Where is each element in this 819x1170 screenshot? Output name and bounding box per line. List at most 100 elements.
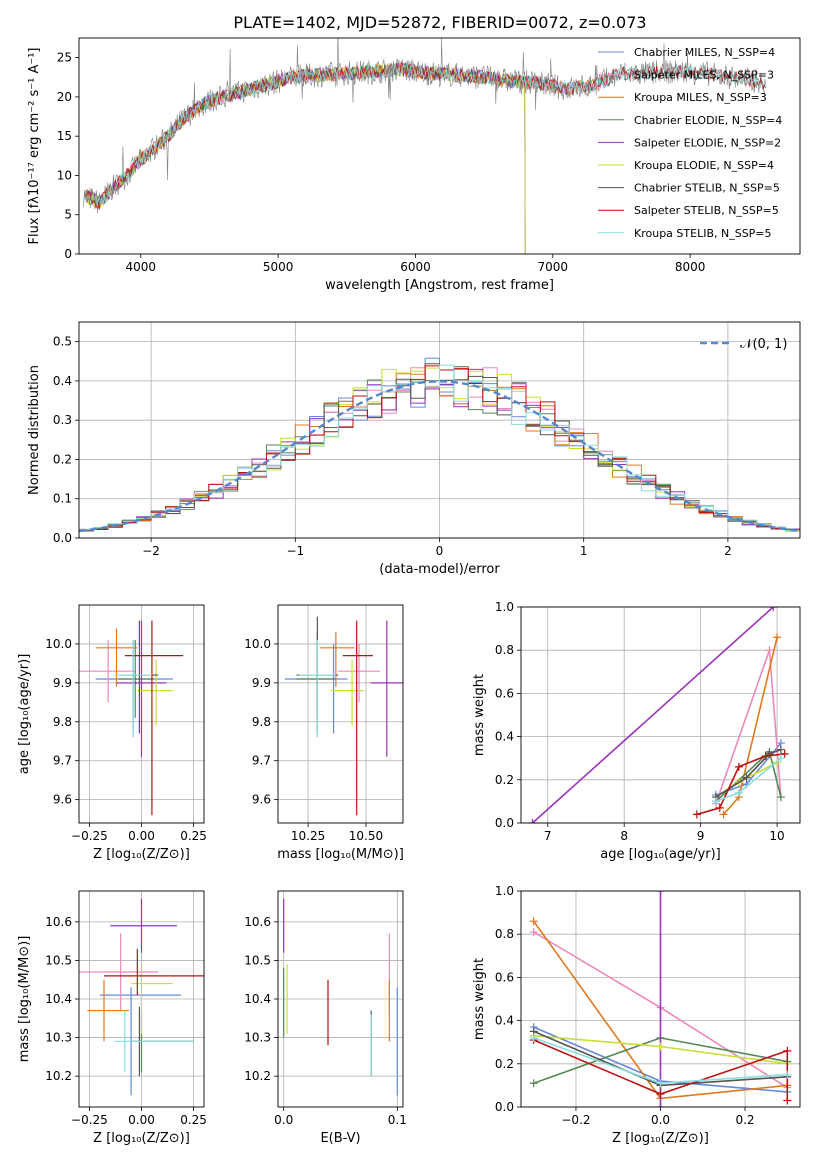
y-tick-label: 25 — [57, 51, 72, 65]
y-tick-label: 9.7 — [252, 754, 271, 768]
x-tick-label: 0.25 — [180, 1113, 207, 1127]
weight-marker-kroupa-stelib — [776, 754, 785, 763]
x-tick-label: 7000 — [538, 260, 569, 274]
figure-title: PLATE=1402, MJD=52872, FIBERID=0072, z=0… — [233, 13, 646, 32]
weight-marker-salpeter-miles — [529, 928, 538, 937]
x-axis-label: E(B-V) — [320, 1131, 360, 1146]
legend-label: Chabrier STELIB, N_SSP=5 — [634, 182, 780, 195]
y-axis-label: mass weight — [472, 674, 487, 756]
y-tick-label: 0.2 — [495, 773, 514, 787]
y-tick-label: 0 — [64, 247, 72, 261]
x-tick-label: 8000 — [675, 260, 706, 274]
error-bars — [284, 616, 403, 816]
x-tick-label: 0.1 — [388, 1113, 407, 1127]
weight-marker-chabrier-stelib — [776, 745, 785, 754]
y-tick-label: 5 — [64, 208, 72, 222]
x-tick-label: −1 — [286, 544, 304, 558]
weight-marker-salpeter-elodie — [528, 819, 537, 823]
x-tick-label: 7 — [544, 829, 552, 843]
normal-distribution-curve — [79, 380, 800, 533]
y-tick-label: 0.4 — [53, 374, 72, 388]
model-spectrum-line-kroupa-stelib — [85, 62, 767, 206]
y-axis-label: Normed distribution — [27, 365, 42, 495]
axes-frame — [78, 321, 801, 539]
legend-label: Kroupa MILES, N_SSP=3 — [634, 91, 767, 104]
x-tick-label: 5000 — [263, 260, 294, 274]
y-tick-label: 0.2 — [53, 452, 72, 466]
x-tick-label: 0.0 — [651, 1113, 670, 1127]
weight-lines — [528, 607, 789, 823]
x-tick-label: 0.00 — [128, 1113, 155, 1127]
y-tick-label: 9.8 — [252, 715, 271, 729]
x-tick-label: 0.25 — [180, 829, 207, 843]
x-axis-label: Z [log₁₀(Z/Z⊙)] — [93, 847, 190, 862]
y-tick-label: 10.2 — [45, 1069, 72, 1083]
weight-lines — [529, 891, 792, 1107]
weight-marker-salpeter-stelib — [656, 1090, 665, 1099]
weight-marker-kroupa-miles — [529, 917, 538, 926]
y-tick-label: 0.0 — [495, 1100, 514, 1114]
y-tick-label: 0.6 — [495, 970, 514, 984]
mass-vs-ebv-panel: 0.0 0.1 10.2 10.3 10.4 10.5 10.6 E(B-V) — [244, 890, 407, 1146]
y-tick-label: 1.0 — [495, 600, 514, 614]
weight-marker-salpeter-elodie — [769, 607, 778, 611]
model-spectrum-line-salpeter-elodie — [85, 62, 526, 254]
y-axis-label: mass [log₁₀(M/M⊙)] — [17, 936, 32, 1063]
weight-marker-kroupa-stelib — [656, 1079, 665, 1088]
y-tick-label: 20 — [57, 90, 72, 104]
y-tick-label: 10.5 — [244, 953, 271, 967]
y-tick-label: 0.1 — [53, 492, 72, 506]
x-axis-label: mass [log₁₀(M/M⊙)] — [277, 847, 404, 862]
x-tick-label: 10 — [769, 829, 784, 843]
weight-marker-kroupa-stelib — [529, 1033, 538, 1042]
spectrum-panel: 4000 5000 6000 7000 8000 0 5 10 15 20 25 wavelength… — [27, 37, 801, 293]
y-tick-label: 10.4 — [45, 992, 72, 1006]
age-vs-mass-panel: 10.25 10.50 9.6 9.7 9.8 9.9 10.0 mass [log₁₀(M/… — [244, 604, 404, 862]
y-tick-label: 0.8 — [495, 643, 514, 657]
y-tick-label: 10.6 — [45, 915, 72, 929]
y-tick-label: 0.4 — [495, 1014, 514, 1028]
weight-line-chabrier-miles — [715, 742, 782, 796]
x-tick-label: −0.25 — [71, 1113, 108, 1127]
weight-marker-kroupa-stelib — [711, 797, 720, 806]
y-tick-label: 10.0 — [45, 637, 72, 651]
weight-marker-chabrier-elodie — [529, 1079, 538, 1088]
y-tick-label: 10.3 — [244, 1031, 271, 1045]
x-tick-label: 0 — [436, 544, 444, 558]
weight-marker-kroupa-stelib — [783, 1070, 792, 1079]
x-tick-label: 1 — [580, 544, 588, 558]
y-tick-label: 0.0 — [495, 816, 514, 830]
x-tick-label: −0.25 — [71, 829, 108, 843]
y-tick-label: 10.5 — [45, 953, 72, 967]
legend-label: Kroupa STELIB, N_SSP=5 — [634, 227, 772, 240]
axes-frame — [520, 606, 801, 824]
weight-marker-kroupa-miles — [773, 633, 782, 642]
weight-vs-metallicity-panel: −0.2 0.0 0.2 0.0 0.2 0.4 0.6 0.8 1.0 Z [log₁₀(Z/Z… — [472, 884, 801, 1146]
axes-frame — [277, 890, 404, 1108]
x-tick-label: 0.2 — [735, 1113, 754, 1127]
spectrum-lines — [82, 38, 767, 254]
residuals-panel: −2 −1 0 1 2 0.0 0.1 0.2 0.3 0.4 0.5 (data-model)/er… — [27, 321, 801, 577]
weight-marker-salpeter-elodie — [656, 1103, 665, 1107]
y-tick-label: 0.4 — [495, 730, 514, 744]
y-tick-label: 10 — [57, 168, 72, 182]
x-axis-label: Z [log₁₀(Z/Z⊙)] — [93, 1131, 190, 1146]
x-tick-label: −0.2 — [561, 1113, 590, 1127]
x-tick-label: 10.50 — [349, 829, 383, 843]
y-tick-label: 10.2 — [244, 1069, 271, 1083]
weight-marker-chabrier-stelib — [742, 773, 751, 782]
y-axis-label: age [log₁₀(age/yr)] — [17, 654, 32, 775]
legend-label: Kroupa ELODIE, N_SSP=4 — [634, 159, 774, 172]
y-tick-label: 9.9 — [252, 676, 271, 690]
weight-line-salpeter-elodie — [531, 607, 774, 823]
y-tick-label: 0.0 — [53, 531, 72, 545]
weight-marker-salpeter-stelib — [761, 752, 770, 761]
x-tick-label: 9 — [697, 829, 705, 843]
y-tick-label: 10.4 — [244, 992, 271, 1006]
weight-line-salpeter-miles — [715, 649, 782, 804]
x-tick-label: 0.0 — [274, 1113, 293, 1127]
weight-marker-salpeter-stelib — [783, 1096, 792, 1105]
legend-label: Salpeter ELODIE, N_SSP=2 — [634, 136, 781, 149]
weight-marker-kroupa-stelib — [734, 788, 743, 797]
